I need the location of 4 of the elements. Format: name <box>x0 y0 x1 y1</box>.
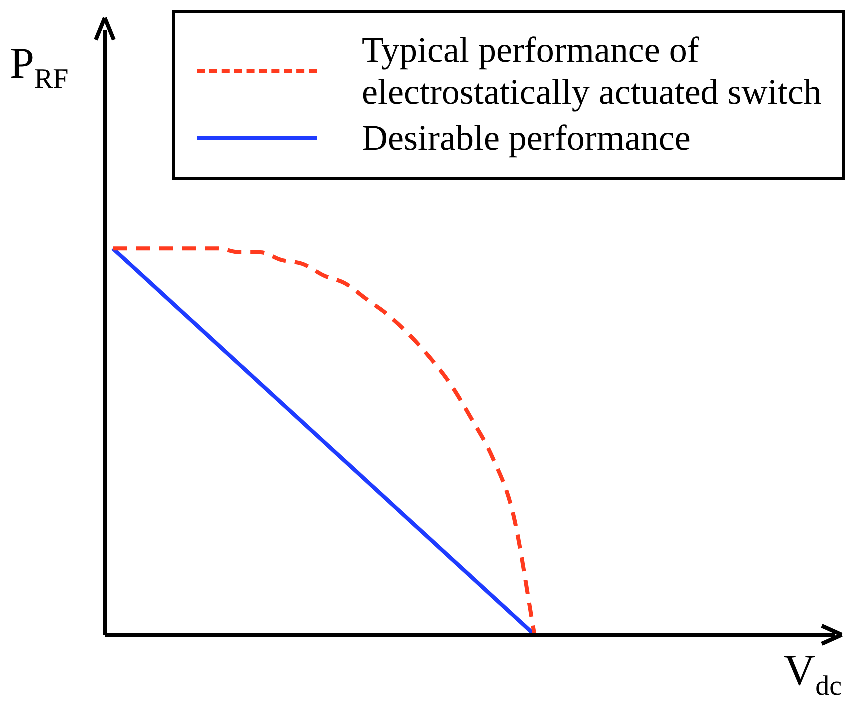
legend-label: Desirable performance <box>362 117 692 159</box>
y-axis-title: P$_{RF}$ <box>10 38 69 96</box>
x-axis-title: V$_{dc}$ <box>784 645 842 703</box>
legend-label: Typical performance of electrostatically actuated switch <box>362 29 823 113</box>
